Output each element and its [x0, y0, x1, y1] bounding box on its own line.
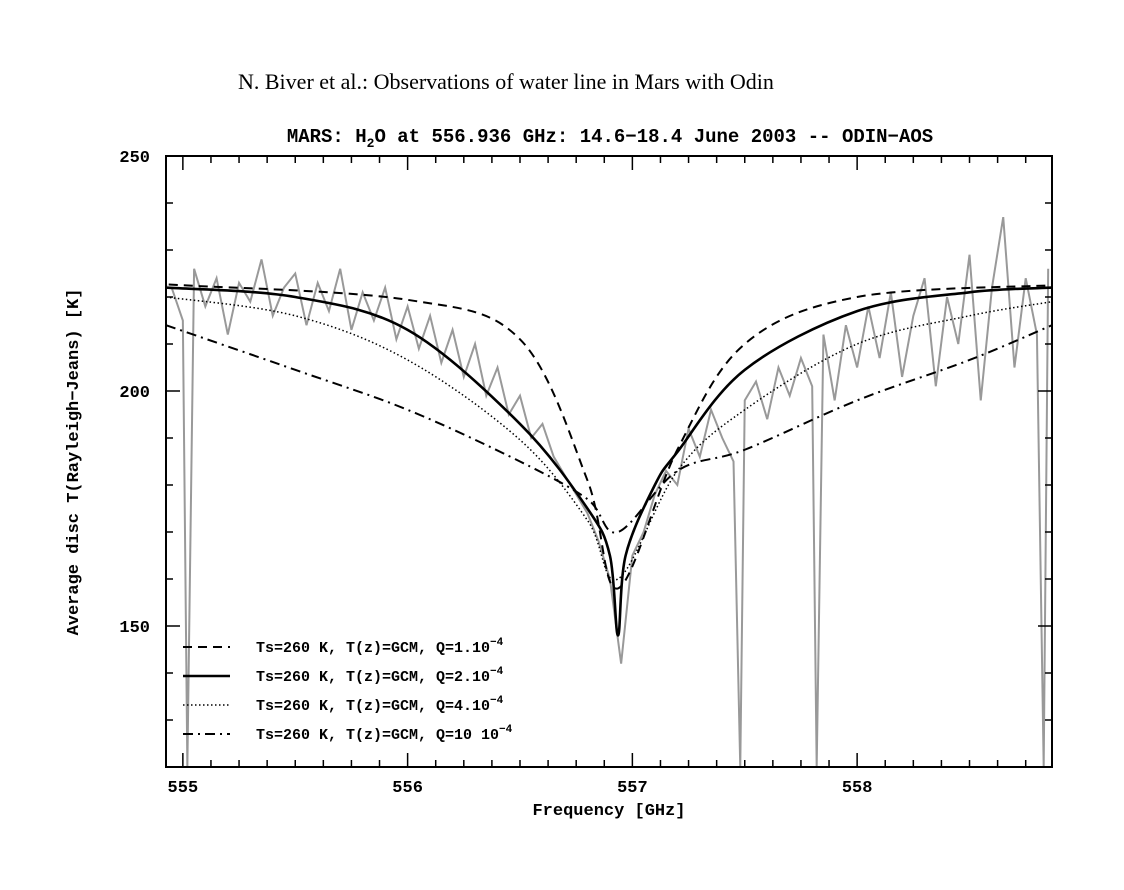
- y-tick-label: 150: [119, 619, 150, 638]
- x-axis-label: Frequency [GHz]: [532, 802, 685, 821]
- legend-label: Ts=260 K, T(z)=GCM, Q=4.10−4: [256, 695, 504, 715]
- chart-title-subscript: 2: [367, 136, 375, 151]
- plot-frame: [165, 155, 1053, 768]
- observed-spectrum: [170, 216, 1050, 767]
- legend-label: Ts=260 K, T(z)=GCM, Q=10 10−4: [256, 724, 513, 744]
- y-tick-label: 250: [119, 149, 150, 168]
- model-curve-solid: [166, 286, 1052, 637]
- legend-label: Ts=260 K, T(z)=GCM, Q=1.10−4: [256, 637, 504, 657]
- model-curve-dashdot: [166, 324, 1052, 534]
- legend: Ts=260 K, T(z)=GCM, Q=1.10−4 Ts=260 K, T(…: [183, 637, 513, 744]
- chart-title: MARS: H2O at 556.936 GHz: 14.6−18.4 June…: [287, 126, 933, 151]
- plot-area: 555 556 557 558 150 200 250: [119, 149, 1053, 798]
- chart-title-end: O at 556.936 GHz: 14.6−18.4 June 2003 --…: [374, 126, 933, 148]
- x-tick-label: 555: [168, 779, 199, 798]
- legend-label: Ts=260 K, T(z)=GCM, Q=2.10−4: [256, 666, 504, 686]
- chart-title-start: MARS: H: [287, 126, 367, 148]
- running-header: N. Biver et al.: Observations of water l…: [238, 69, 774, 94]
- y-tick-label: 200: [119, 384, 150, 403]
- model-curve-dotted: [166, 296, 1052, 581]
- model-curve-dashed: [166, 283, 1052, 590]
- x-tick-label: 556: [392, 779, 423, 798]
- x-tick-label: 557: [617, 779, 648, 798]
- y-axis-label: Average disc T(Rayleigh−Jeans) [K]: [65, 289, 84, 636]
- x-tick-label: 558: [842, 779, 873, 798]
